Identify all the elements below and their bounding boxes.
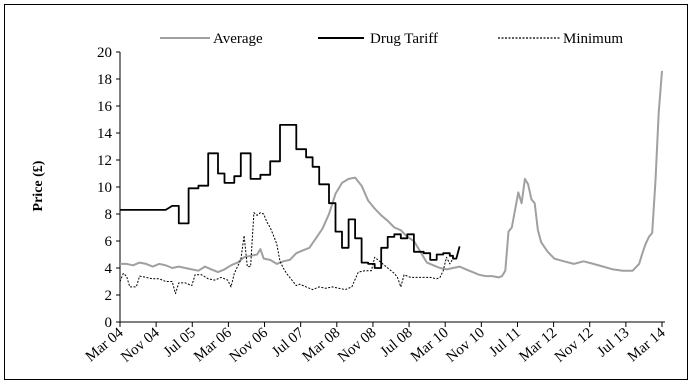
x-tick-label: Mar 12 xyxy=(516,325,560,365)
legend: Average Drug Tariff Minimum xyxy=(160,31,623,47)
x-tick-label: Mar 06 xyxy=(191,324,235,365)
y-ticks: 0 2 4 6 8 10 12 14 16 18 20 xyxy=(97,45,120,331)
y-tick-label: 12 xyxy=(97,153,112,169)
x-tick-label: Mar 14 xyxy=(625,324,669,365)
legend-label-minimum: Minimum xyxy=(563,31,623,47)
x-tick-label: Nov 06 xyxy=(227,324,272,365)
y-tick-label: 8 xyxy=(105,207,113,223)
y-tick-label: 6 xyxy=(105,234,113,250)
legend-label-drug-tariff: Drug Tariff xyxy=(370,31,438,47)
series-line-average xyxy=(120,70,663,279)
y-tick-label: 0 xyxy=(105,315,113,331)
series-line-minimum xyxy=(119,212,457,295)
y-tick-label: 4 xyxy=(105,261,113,277)
series-lines xyxy=(119,70,663,295)
x-tick-label: Nov 08 xyxy=(335,325,379,366)
y-tick-label: 18 xyxy=(97,72,112,88)
x-tick-label: Nov 12 xyxy=(552,325,596,366)
x-tick-label: Nov 04 xyxy=(118,324,163,365)
series-line-drug-tariff xyxy=(120,124,461,269)
y-tick-label: 2 xyxy=(105,288,113,304)
legend-label-average: Average xyxy=(213,31,263,47)
x-tick-label: Mar 10 xyxy=(408,325,452,365)
y-tick-label: 10 xyxy=(97,180,112,196)
x-tick-label: Nov 10 xyxy=(443,325,487,366)
y-tick-label: 20 xyxy=(97,45,112,61)
x-tick-label: Mar 08 xyxy=(300,325,344,365)
y-axis-label: Price (£) xyxy=(31,160,46,211)
chart-frame xyxy=(4,4,688,380)
y-tick-label: 14 xyxy=(97,126,113,142)
y-tick-label: 16 xyxy=(97,99,113,115)
